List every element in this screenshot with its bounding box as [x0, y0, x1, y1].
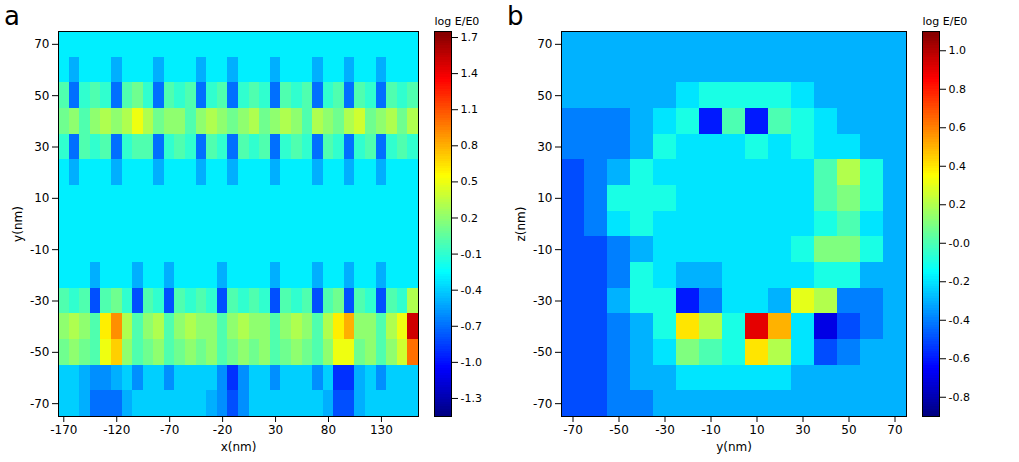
svg-text:0.2: 0.2 — [461, 212, 479, 225]
svg-text:1.4: 1.4 — [461, 67, 479, 80]
svg-text:-70: -70 — [563, 423, 583, 437]
svg-text:-30: -30 — [533, 294, 553, 308]
svg-text:-0.8: -0.8 — [949, 391, 970, 404]
svg-text:-30: -30 — [30, 294, 50, 308]
svg-text:80: 80 — [321, 423, 336, 437]
svg-text:30: 30 — [795, 423, 810, 437]
svg-text:-50: -50 — [609, 423, 629, 437]
svg-text:0.6: 0.6 — [949, 121, 967, 134]
svg-text:1.1: 1.1 — [461, 103, 479, 116]
svg-text:70: 70 — [34, 37, 49, 51]
svg-text:70: 70 — [537, 37, 552, 51]
svg-text:-170: -170 — [50, 423, 77, 437]
svg-text:30: 30 — [537, 140, 552, 154]
svg-text:50: 50 — [537, 89, 552, 103]
svg-text:1.7: 1.7 — [461, 31, 479, 44]
svg-text:-0.1: -0.1 — [461, 248, 482, 261]
svg-text:0.8: 0.8 — [949, 83, 967, 96]
svg-text:-1.0: -1.0 — [461, 356, 482, 369]
svg-text:-0.4: -0.4 — [461, 284, 482, 297]
svg-text:0.5: 0.5 — [461, 175, 479, 188]
svg-text:-10: -10 — [701, 423, 721, 437]
svg-text:-30: -30 — [655, 423, 675, 437]
svg-text:10: 10 — [537, 191, 552, 205]
html-text:b: b — [507, 1, 524, 31]
svg-text:10: 10 — [34, 191, 49, 205]
svg-text:70: 70 — [887, 423, 902, 437]
svg-text:-70: -70 — [160, 423, 180, 437]
svg-text:50: 50 — [841, 423, 856, 437]
svg-text:-10: -10 — [30, 243, 50, 257]
svg-text:z(nm): z(nm) — [514, 207, 528, 242]
svg-text:30: 30 — [34, 140, 49, 154]
svg-text:0.8: 0.8 — [461, 139, 479, 152]
svg-text:50: 50 — [34, 89, 49, 103]
svg-text:0.2: 0.2 — [949, 198, 967, 211]
html-text:a: a — [4, 1, 20, 31]
svg-text:-120: -120 — [103, 423, 130, 437]
svg-text:10: 10 — [749, 423, 764, 437]
svg-text:-1.3: -1.3 — [461, 392, 482, 405]
svg-text:-50: -50 — [30, 345, 50, 359]
svg-text:-10: -10 — [533, 243, 553, 257]
svg-text:x(nm): x(nm) — [221, 440, 257, 454]
svg-text:y(nm): y(nm) — [11, 206, 25, 242]
svg-text:1.0: 1.0 — [949, 44, 967, 57]
svg-text:130: 130 — [370, 423, 393, 437]
svg-text:log E/E0: log E/E0 — [923, 15, 968, 28]
svg-text:-50: -50 — [533, 345, 553, 359]
svg-text:-70: -70 — [533, 397, 553, 411]
svg-text:-20: -20 — [213, 423, 233, 437]
svg-text:-0.0: -0.0 — [949, 237, 970, 250]
svg-text:-0.4: -0.4 — [949, 314, 970, 327]
svg-text:log E/E0: log E/E0 — [435, 15, 480, 28]
svg-text:-70: -70 — [30, 397, 50, 411]
svg-text:0.4: 0.4 — [949, 160, 967, 173]
svg-text:-0.6: -0.6 — [949, 352, 970, 365]
svg-text:y(nm): y(nm) — [716, 440, 752, 454]
svg-text:30: 30 — [268, 423, 283, 437]
svg-text:-0.7: -0.7 — [461, 320, 482, 333]
svg-text:-0.2: -0.2 — [949, 275, 970, 288]
